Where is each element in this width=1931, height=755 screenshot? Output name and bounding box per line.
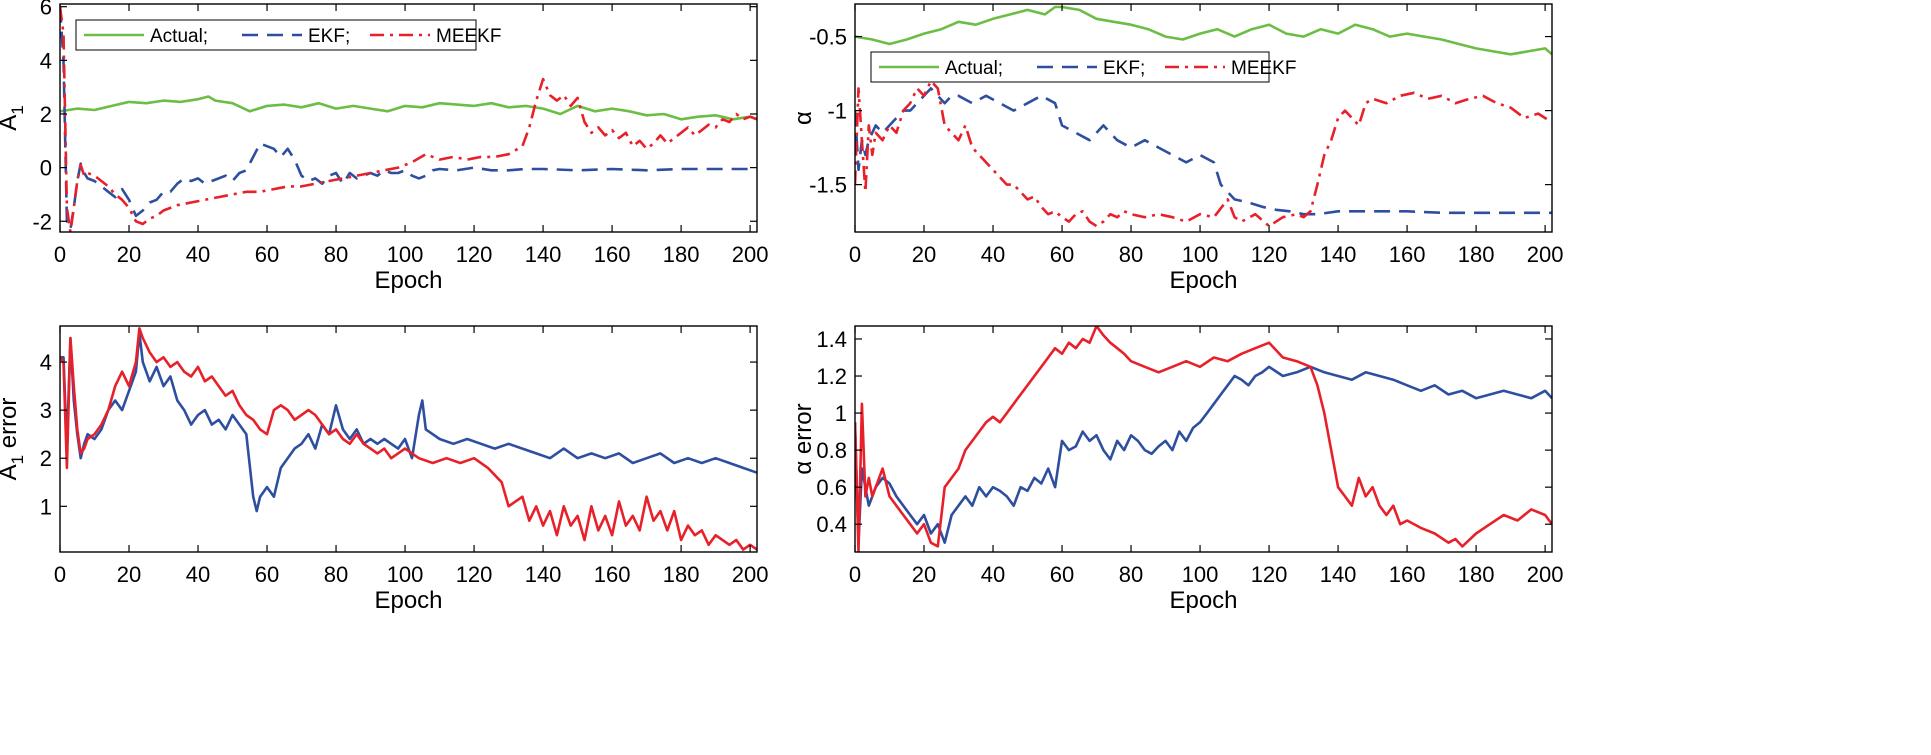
y-tick-label: -1.5 — [809, 173, 847, 198]
x-tick-label: 0 — [54, 242, 66, 267]
plot-area — [855, 4, 1552, 232]
y-tick-label: -1 — [827, 99, 847, 124]
y-axis-label: A1 — [0, 105, 27, 130]
x-tick-label: 20 — [117, 242, 141, 267]
x-tick-label: 160 — [594, 562, 631, 587]
series-line-actual — [855, 5, 1552, 56]
x-tick-label: 140 — [525, 242, 562, 267]
y-tick-label: 0 — [40, 156, 52, 181]
y-axis-label: α error — [790, 403, 817, 474]
x-tick-label: 20 — [912, 562, 936, 587]
x-tick-label: 100 — [387, 562, 424, 587]
x-tick-label: 140 — [1320, 242, 1357, 267]
x-tick-label: 80 — [1119, 562, 1143, 587]
series-line-meekf-error — [60, 327, 757, 551]
x-tick-label: 20 — [912, 242, 936, 267]
x-tick-label: 200 — [732, 242, 769, 267]
x-axis-label: Epoch — [374, 587, 442, 614]
y-tick-label: 1 — [835, 401, 847, 426]
x-tick-label: 120 — [1251, 562, 1288, 587]
x-tick-label: 60 — [255, 242, 279, 267]
legend-label-meekf: MEEKF — [436, 26, 501, 47]
panel-top-left: 020406080100120140160180200-20246EpochA1… — [0, 0, 768, 294]
legend: Actual; EKF; MEEKF — [870, 51, 1296, 83]
y-tick-label: 1.2 — [816, 364, 847, 389]
x-tick-label: 80 — [1119, 242, 1143, 267]
x-tick-label: 200 — [732, 562, 769, 587]
y-tick-label: 4 — [40, 48, 52, 73]
x-tick-label: 180 — [1458, 242, 1495, 267]
series-line-meekf — [60, 6, 757, 232]
series-line-actual — [60, 95, 757, 121]
legend-label-ekf: EKF; — [1103, 58, 1145, 79]
x-tick-label: 180 — [663, 242, 700, 267]
y-tick-label: 1 — [40, 494, 52, 519]
x-tick-label: 180 — [1458, 562, 1495, 587]
x-axis-label: Epoch — [1169, 267, 1237, 294]
axes-box — [854, 3, 1553, 233]
y-tick-label: 3 — [40, 398, 52, 423]
y-axis-label: A1 error — [0, 398, 27, 481]
x-tick-label: 120 — [456, 242, 493, 267]
x-tick-label: 40 — [981, 562, 1005, 587]
x-tick-label: 100 — [1182, 242, 1219, 267]
y-tick-label: 0.6 — [816, 475, 847, 500]
x-tick-label: 0 — [54, 562, 66, 587]
panel-bottom-right: 0 20 40 60 80 100 120 140 160 180 200 0.4 0.6 0.8 1 1.2… — [790, 325, 1564, 614]
x-tick-label: 160 — [1389, 562, 1426, 587]
x-tick-label: 60 — [1050, 562, 1074, 587]
x-tick-label: 140 — [525, 562, 562, 587]
series-line-ekf-error — [855, 365, 1552, 545]
plot-area — [855, 326, 1552, 552]
panel-top-right: 0 20 40 60 80 100 120 140 160 180 200 -1.5 -1 -0.5 Epo… — [790, 3, 1564, 294]
x-tick-label: 100 — [387, 242, 424, 267]
y-tick-label: 4 — [40, 350, 52, 375]
y-tick-label: 1.4 — [816, 327, 847, 352]
x-tick-label: 200 — [1527, 562, 1564, 587]
y-tick-label: -0.5 — [809, 25, 847, 50]
x-tick-label: 40 — [981, 242, 1005, 267]
axes-box — [59, 325, 758, 553]
legend-label-ekf: EKF; — [308, 26, 350, 47]
y-tick-label: 0.4 — [816, 512, 847, 537]
x-tick-label: 180 — [663, 562, 700, 587]
x-tick-label: 140 — [1320, 562, 1357, 587]
x-tick-label: 0 — [849, 242, 861, 267]
x-tick-label: 0 — [849, 562, 861, 587]
y-axis-label: α — [790, 111, 817, 125]
legend-label-actual: Actual; — [945, 58, 1003, 79]
x-tick-label: 20 — [117, 562, 141, 587]
legend-label-actual: Actual; — [150, 26, 208, 47]
x-tick-label: 60 — [255, 562, 279, 587]
axes-box — [854, 325, 1553, 553]
series-line-meekf — [855, 79, 1552, 228]
x-axis-label: Epoch — [1169, 587, 1237, 614]
y-tick-label: 2 — [40, 102, 52, 127]
series-line-ekf — [60, 6, 757, 231]
y-tick-label: 2 — [40, 446, 52, 471]
series-line-meekf-error — [855, 326, 1552, 552]
series-line-ekf-error — [60, 331, 757, 513]
legend-label-meekf: MEEKF — [1231, 58, 1296, 79]
y-tick-label: 6 — [40, 0, 52, 20]
y-tick-label: 0.8 — [816, 438, 847, 463]
x-tick-label: 200 — [1527, 242, 1564, 267]
legend: Actual; EKF; MEEKF — [75, 19, 501, 51]
x-tick-label: 120 — [456, 562, 493, 587]
axes-box — [59, 3, 758, 233]
x-tick-label: 120 — [1251, 242, 1288, 267]
x-tick-label: 40 — [186, 242, 210, 267]
x-tick-label: 40 — [186, 562, 210, 587]
x-axis-label: Epoch — [374, 267, 442, 294]
x-tick-label: 160 — [1389, 242, 1426, 267]
x-tick-label: 80 — [324, 242, 348, 267]
x-tick-label: 80 — [324, 562, 348, 587]
x-tick-label: 60 — [1050, 242, 1074, 267]
x-tick-label: 160 — [594, 242, 631, 267]
y-tick-label: -2 — [32, 209, 52, 234]
x-tick-label: 100 — [1182, 562, 1219, 587]
panel-bottom-left: 0 20 40 60 80 100 120 140 160 180 200 1 2 3 4 Epoch A1 e… — [0, 325, 769, 614]
